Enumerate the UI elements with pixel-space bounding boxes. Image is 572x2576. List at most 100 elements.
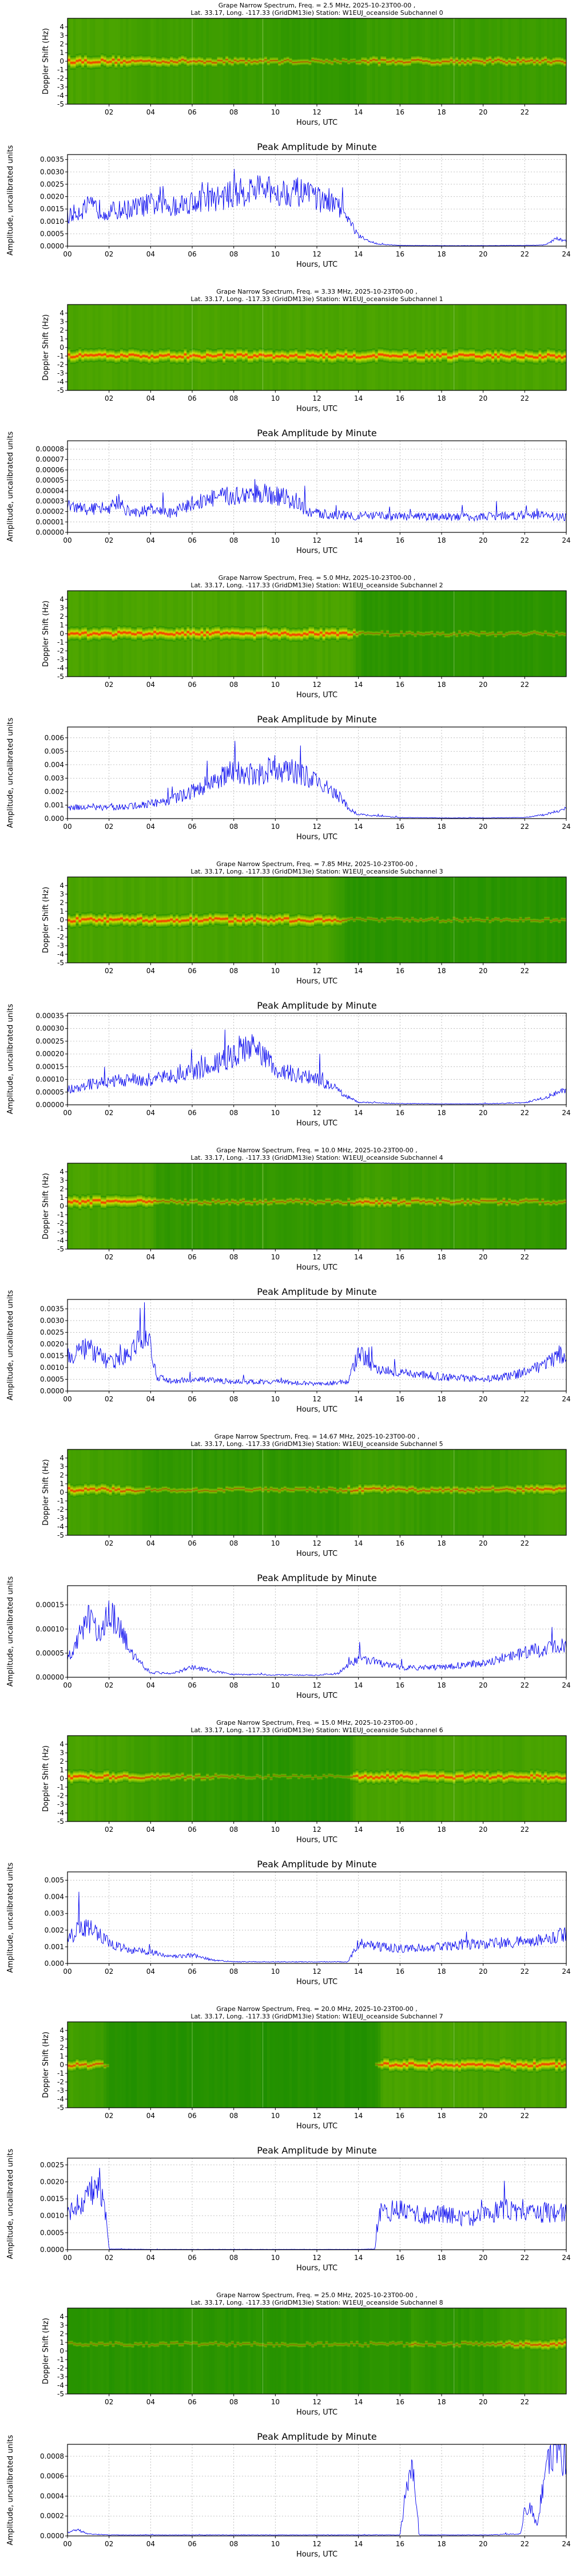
carrier-band: [305, 1773, 309, 1779]
carrier-band: [281, 626, 284, 641]
spectrum-column: [325, 305, 328, 390]
spectrum-column: [303, 1163, 307, 1249]
carrier-band: [103, 54, 107, 68]
carrier-band: [341, 1487, 345, 1495]
carrier-band: [84, 348, 88, 362]
carrier-band: [419, 2342, 423, 2348]
carrier-band: [308, 2341, 312, 2347]
carrier-band: [325, 347, 328, 362]
spectrum-column: [328, 1736, 331, 1822]
x-tick-label: 14: [354, 2254, 363, 2262]
x-axis-label: Hours, UTC: [296, 260, 337, 269]
spectrum-column: [297, 1163, 301, 1249]
spectrum-column: [311, 2022, 315, 2108]
y-tick-label: -4: [57, 1523, 64, 1531]
carrier-band: [397, 1198, 400, 1208]
carrier-band: [513, 2060, 517, 2073]
carrier-band: [322, 350, 325, 365]
x-tick-label: 10: [271, 394, 280, 402]
carrier-band: [120, 626, 124, 640]
spectrum-column: [333, 305, 337, 390]
y-axis-label: Amplitude, uncalibrated units: [6, 1862, 15, 1973]
carrier-band: [403, 1196, 406, 1207]
carrier-band: [156, 2342, 160, 2348]
carrier-band: [486, 348, 489, 362]
spectrum-column: [328, 1449, 331, 1535]
x-tick-label: 16: [396, 1967, 404, 1976]
carrier-band: [388, 1771, 392, 1784]
spectrum-column: [419, 2308, 423, 2394]
spectrum-column: [150, 2022, 154, 2108]
carrier-band: [303, 914, 307, 927]
x-tick-label: 18: [437, 1967, 446, 1976]
carrier-band: [430, 630, 434, 636]
y-tick-label: 2: [59, 2044, 64, 2052]
y-tick-label: -1: [57, 1211, 64, 1219]
y-tick-label: 0: [59, 57, 64, 65]
carrier-band: [173, 1773, 176, 1782]
carrier-band: [424, 630, 428, 637]
carrier-band: [76, 2342, 79, 2348]
carrier-band: [496, 630, 500, 637]
spectrum-column: [469, 2308, 472, 2394]
x-tick-label: 10: [271, 1539, 280, 1547]
spectrum-column: [161, 2022, 165, 2108]
carrier-band: [86, 56, 90, 69]
y-axis-label: Doppler Shift (Hz): [42, 314, 50, 381]
carrier-band: [519, 916, 522, 922]
spectrum-column: [178, 1163, 182, 1249]
carrier-band: [95, 348, 98, 362]
y-tick-label: -2: [57, 1792, 64, 1800]
spectrum-column: [358, 2022, 362, 2108]
spectrum-column: [508, 1163, 511, 1249]
spectrum-column: [225, 2308, 229, 2394]
x-tick-label: 04: [146, 1395, 155, 1403]
spectrum-column: [535, 1163, 539, 1249]
y-tick-label: 3: [59, 2035, 64, 2043]
spectrum-column: [167, 305, 170, 390]
carrier-band: [303, 626, 307, 641]
carrier-band: [203, 57, 206, 68]
spectrum-panel: Grape Narrow Spectrum, Freq. = 10.0 MHz,…: [42, 1147, 567, 1272]
spectrum-column: [530, 2308, 534, 2394]
x-tick-label: 22: [521, 823, 529, 831]
carrier-band: [480, 2340, 484, 2346]
carrier-band: [367, 630, 370, 636]
y-tick-label: 0.0000: [40, 2246, 64, 2254]
x-axis-label: Hours, UTC: [296, 547, 337, 555]
carrier-band: [336, 1773, 340, 1779]
spectrum-column: [322, 305, 325, 390]
carrier-band: [164, 2341, 168, 2346]
carrier-band: [259, 56, 262, 65]
spectrum-column: [84, 2308, 88, 2394]
carrier-band: [158, 1198, 162, 1205]
carrier-band: [333, 914, 337, 926]
carrier-band: [347, 350, 351, 364]
x-tick-label: 20: [479, 108, 487, 116]
carrier-band: [167, 914, 170, 927]
carrier-band: [361, 1196, 364, 1208]
spectrum-column: [223, 305, 226, 390]
carrier-band: [339, 1774, 342, 1779]
carrier-band: [317, 1198, 320, 1206]
x-tick-label: 22: [521, 1681, 529, 1689]
y-tick-label: 4: [59, 1454, 64, 1462]
x-tick-label: 04: [146, 2398, 155, 2406]
carrier-band: [333, 350, 337, 364]
carrier-band: [519, 2338, 522, 2349]
carrier-band: [397, 349, 400, 364]
carrier-band: [488, 631, 492, 637]
carrier-band: [117, 625, 121, 639]
carrier-band: [352, 1199, 356, 1208]
carrier-band: [300, 628, 304, 642]
carrier-band: [84, 2342, 88, 2348]
spectrum-column: [383, 305, 387, 390]
spectrum-column: [444, 2308, 448, 2394]
carrier-band: [181, 1487, 184, 1494]
carrier-band: [81, 626, 85, 640]
carrier-band: [192, 1486, 196, 1494]
carrier-band: [189, 1773, 193, 1781]
carrier-band: [344, 347, 348, 362]
carrier-band: [78, 1484, 82, 1496]
spectrum-column: [414, 305, 417, 390]
